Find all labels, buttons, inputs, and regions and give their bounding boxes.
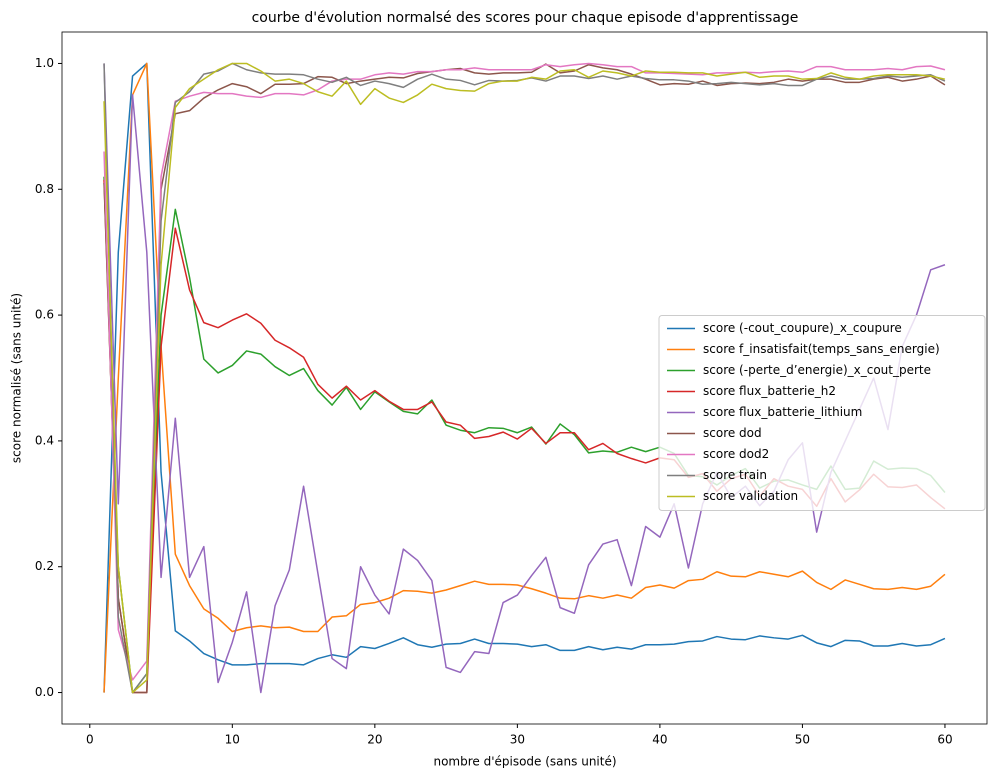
- x-tick-label: 0: [86, 733, 94, 747]
- legend-label: score train: [703, 468, 767, 482]
- legend-label: score f_insatisfait(temps_sans_energie): [703, 342, 940, 356]
- legend-label: score dod2: [703, 447, 769, 461]
- x-axis-label: nombre d'épisode (sans unité): [433, 755, 616, 769]
- legend-label: score dod: [703, 426, 762, 440]
- series-line: [103, 62, 946, 681]
- x-tick-label: 10: [225, 733, 240, 747]
- legend-label: score flux_batterie_lithium: [703, 405, 862, 419]
- legend-box: [658, 315, 986, 511]
- y-tick-label: 0.4: [35, 433, 54, 447]
- series-line: [103, 62, 946, 694]
- legend-label: score (-perte_d’energie)_x_cout_perte: [703, 363, 931, 377]
- y-axis-label: score normalisé (sans unité): [10, 293, 24, 463]
- series-line: [103, 63, 946, 694]
- legend-label: score validation: [703, 489, 798, 503]
- x-tick-label: 50: [795, 733, 810, 747]
- x-tick-label: 40: [652, 733, 667, 747]
- x-tick-label: 60: [937, 733, 952, 747]
- y-tick-label: 0.6: [35, 308, 54, 322]
- y-tick-label: 0.0: [35, 685, 54, 699]
- legend-label: score flux_batterie_h2: [703, 384, 836, 398]
- series-line: [103, 62, 946, 693]
- y-tick-label: 1.0: [35, 56, 54, 70]
- y-tick-label: 0.2: [35, 559, 54, 573]
- x-tick-label: 20: [367, 733, 382, 747]
- chart-title: courbe d'évolution normalsé des scores p…: [252, 10, 799, 26]
- x-tick-label: 30: [510, 733, 525, 747]
- series-line: [103, 62, 946, 693]
- legend-label: score (-cout_coupure)_x_coupure: [703, 321, 902, 335]
- plot-frame: [61, 31, 988, 725]
- y-tick-label: 0.8: [35, 182, 54, 196]
